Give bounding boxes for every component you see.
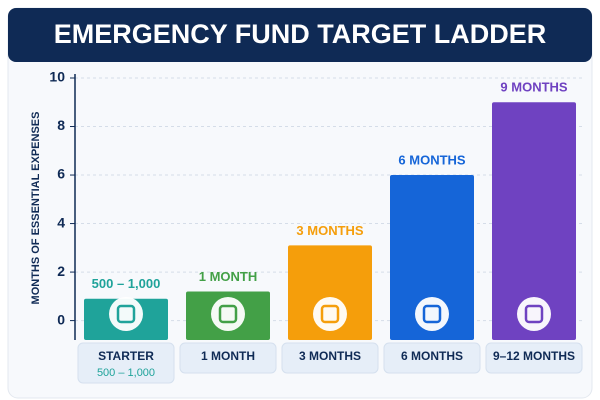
x-tick-label: 9–12 MONTHS xyxy=(493,349,575,363)
bar xyxy=(288,245,372,340)
bar-annotation: 6 MONTHS xyxy=(398,152,466,167)
icon-glyph xyxy=(116,304,136,324)
icon-badge xyxy=(415,297,449,331)
bar xyxy=(492,102,576,340)
bar-annotation: 1 MONTH xyxy=(199,269,258,284)
category-box xyxy=(179,342,277,374)
bar-annotation: 500 – 1,000 xyxy=(92,276,161,291)
y-axis-label: MONTHS OF ESSENTIAL EXPENSES xyxy=(30,112,42,305)
icon-glyph xyxy=(218,304,238,324)
y-tick-label: 8 xyxy=(57,117,65,133)
category-sublabel: 500 – 1,000 xyxy=(97,367,155,379)
icon-glyph xyxy=(422,304,442,324)
y-tick-label: 6 xyxy=(57,166,65,182)
icon-badge xyxy=(109,297,143,331)
y-tick-label: 0 xyxy=(57,311,65,327)
icon-badge xyxy=(517,297,551,331)
icon-badge xyxy=(211,297,245,331)
category-box xyxy=(383,342,481,374)
x-tick-label: STARTER xyxy=(98,349,154,363)
chart-title: EMERGENCY FUND TARGET LADDER xyxy=(54,19,547,49)
icon-badge xyxy=(313,297,347,331)
bar-annotation: 3 MONTHS xyxy=(296,223,364,238)
category-box xyxy=(281,342,379,374)
category-box xyxy=(77,342,175,384)
x-tick-label: 6 MONTHS xyxy=(401,349,463,363)
x-tick-label: 3 MONTHS xyxy=(299,349,361,363)
y-tick-label: 10 xyxy=(49,69,65,85)
icon-glyph xyxy=(320,304,340,324)
bar-annotation: 9 MONTHS xyxy=(500,80,568,95)
y-tick-label: 4 xyxy=(57,214,65,230)
x-tick-label: 1 MONTH xyxy=(201,349,255,363)
title-banner xyxy=(8,8,592,62)
y-tick-label: 2 xyxy=(57,263,65,279)
icon-glyph xyxy=(524,304,544,324)
bar xyxy=(390,175,474,340)
category-box xyxy=(485,342,583,374)
